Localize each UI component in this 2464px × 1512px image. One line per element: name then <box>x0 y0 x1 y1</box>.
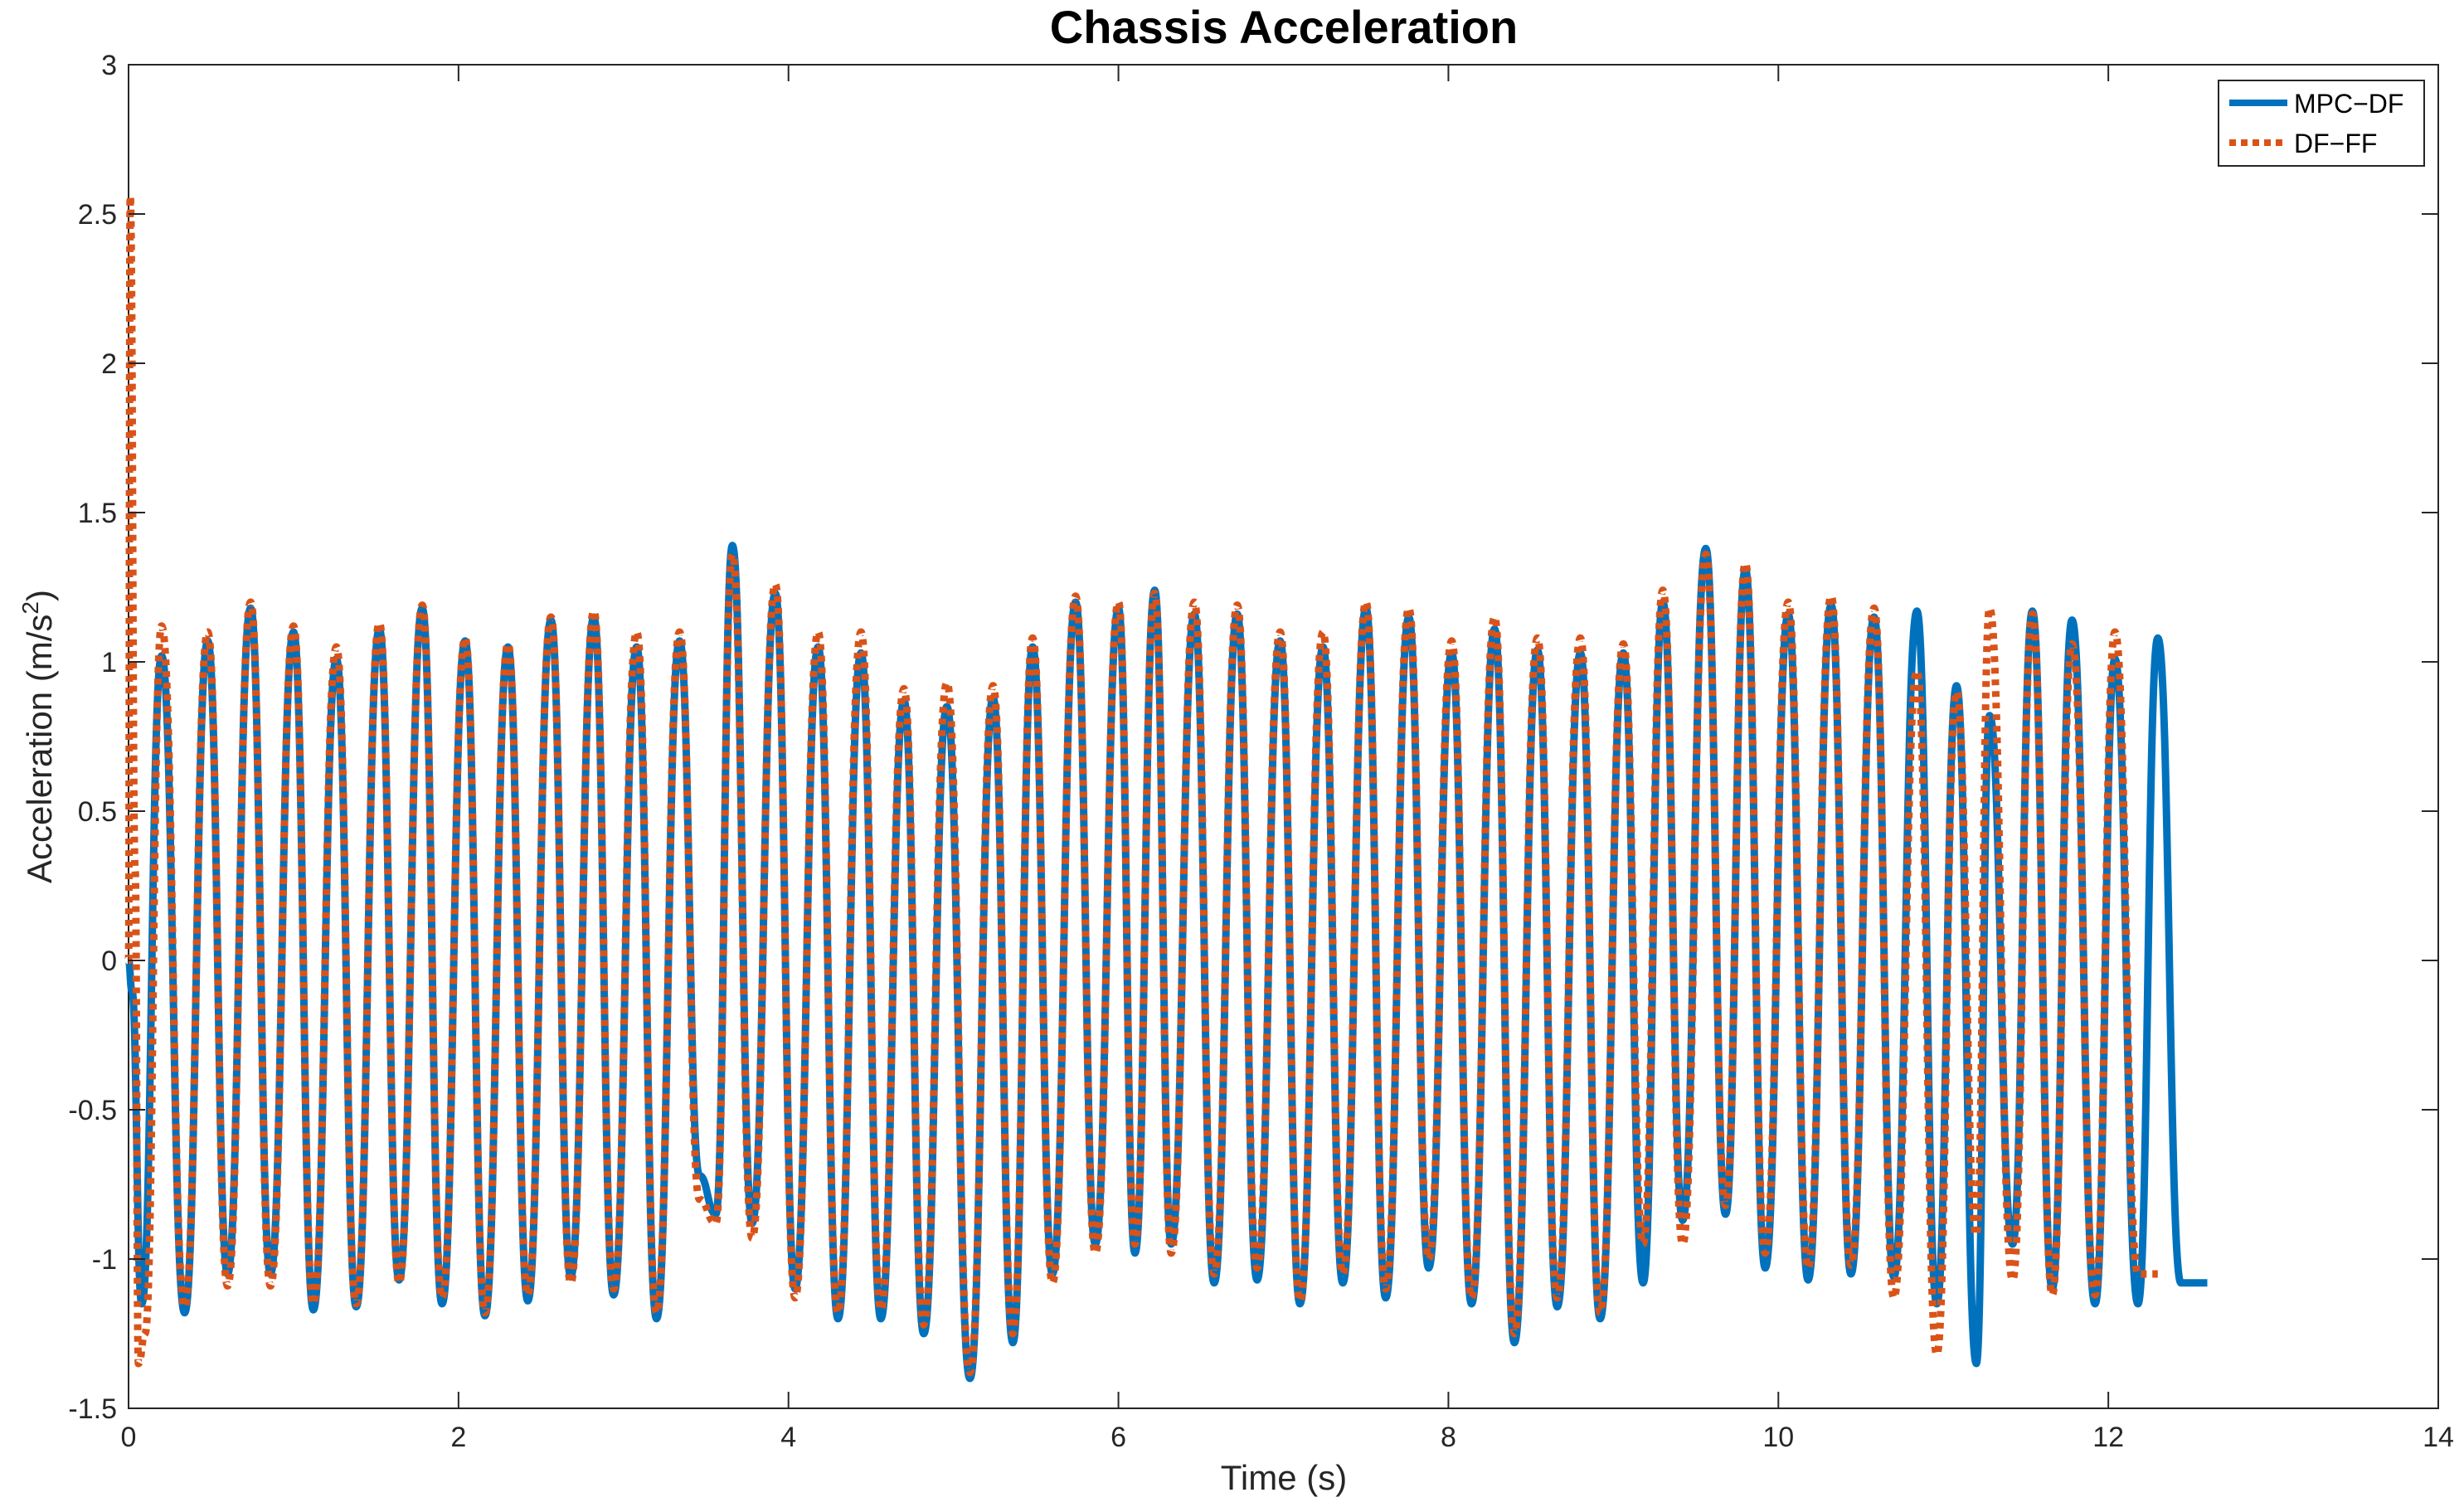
x-axis-label: Time (s) <box>1221 1458 1347 1497</box>
y-axis-label-base: Acceleration (m/s <box>20 615 59 883</box>
x-tick-label: 12 <box>2092 1422 2124 1453</box>
y-tick-label: 0.5 <box>78 796 117 828</box>
y-tick-label: 1.5 <box>78 498 117 529</box>
x-tick-label: 6 <box>1111 1422 1126 1453</box>
ticks-layer: 0 2 4 6 8 10 12 14 -1.5 -1 -0.5 0 0.5 1 1.5 2 2.5 3 <box>68 50 2454 1453</box>
legend-label-mpc-df: MPC−DF <box>2294 89 2403 119</box>
y-axis-label: Acceleration (m/s2) <box>17 590 59 883</box>
x-tick-label: 14 <box>2423 1422 2454 1453</box>
y-tick-label: -1 <box>92 1244 117 1276</box>
legend-label-df-ff: DF−FF <box>2294 129 2377 158</box>
x-tick-label: 0 <box>121 1422 137 1453</box>
chart-title: Chassis Acceleration <box>1050 1 1518 53</box>
x-tick-label: 10 <box>1762 1422 1794 1453</box>
y-tick-label: -1.5 <box>68 1393 117 1425</box>
x-tick-label: 4 <box>780 1422 796 1453</box>
legend: MPC−DF DF−FF <box>2218 80 2425 167</box>
y-tick-label: 0 <box>101 946 117 977</box>
y-tick-label: 3 <box>101 50 117 81</box>
y-axis-label-superscript: 2 <box>17 601 43 615</box>
y-axis-label-close: ) <box>20 590 59 601</box>
plot-area <box>124 64 2439 1409</box>
x-tick-label: 8 <box>1441 1422 1456 1453</box>
series-line-df-ff <box>124 192 2158 1377</box>
y-tick-label: 2.5 <box>78 199 117 231</box>
legend-box <box>2218 80 2425 167</box>
y-tick-label: -0.5 <box>68 1095 117 1126</box>
y-tick-label: 1 <box>101 647 117 678</box>
series-layer <box>124 192 2208 1383</box>
y-tick-label: 2 <box>101 348 117 380</box>
x-tick-label: 2 <box>450 1422 466 1453</box>
